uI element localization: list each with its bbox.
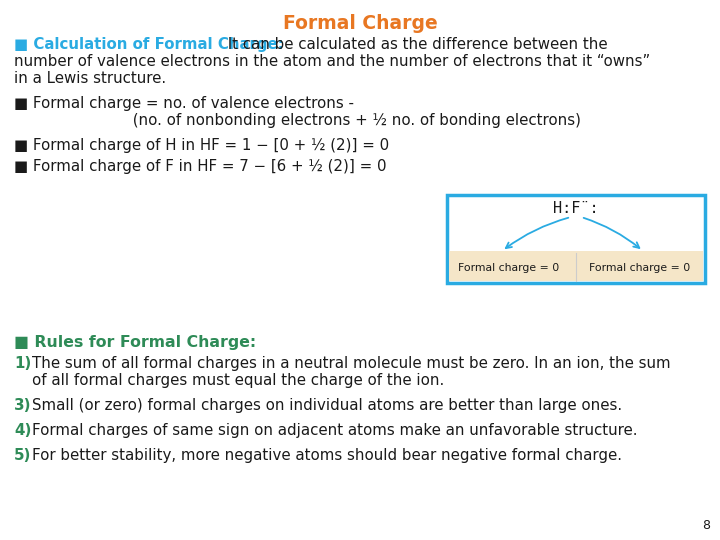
Text: H:F̈:: H:F̈:: [553, 201, 599, 216]
Text: 3): 3): [14, 398, 32, 413]
Text: Formal Charge: Formal Charge: [283, 14, 437, 33]
Text: The sum of all formal charges in a neutral molecule must be zero. In an ion, the: The sum of all formal charges in a neutr…: [32, 356, 670, 371]
Text: of all formal charges must equal the charge of the ion.: of all formal charges must equal the cha…: [32, 373, 444, 388]
Text: in a Lewis structure.: in a Lewis structure.: [14, 71, 166, 86]
Text: 4): 4): [14, 423, 32, 438]
Text: ■ Rules for Formal Charge:: ■ Rules for Formal Charge:: [14, 335, 256, 350]
Bar: [447, 195, 705, 283]
Text: Formal charge = 0: Formal charge = 0: [459, 263, 559, 273]
Text: Formal charge = 0: Formal charge = 0: [590, 263, 690, 273]
Text: Small (or zero) formal charges on individual atoms are better than large ones.: Small (or zero) formal charges on indivi…: [32, 398, 622, 413]
Text: ■ Formal charge of H in HF = 1 − [0 + ½ (2)] = 0: ■ Formal charge of H in HF = 1 − [0 + ½ …: [14, 138, 389, 153]
Text: 8: 8: [702, 519, 710, 532]
Text: For better stability, more negative atoms should bear negative formal charge.: For better stability, more negative atom…: [32, 448, 622, 463]
Text: Formal charges of same sign on adjacent atoms make an unfavorable structure.: Formal charges of same sign on adjacent …: [32, 423, 637, 438]
Text: 5): 5): [14, 448, 32, 463]
Text: ■ Formal charge = no. of valence electrons -: ■ Formal charge = no. of valence electro…: [14, 96, 354, 111]
Text: ■ Calculation of Formal Charge:: ■ Calculation of Formal Charge:: [14, 37, 284, 52]
Text: ■ Formal charge of F in HF = 7 − [6 + ½ (2)] = 0: ■ Formal charge of F in HF = 7 − [6 + ½ …: [14, 159, 387, 174]
Bar: [449, 251, 703, 281]
Text: It can be calculated as the difference between the: It can be calculated as the difference b…: [223, 37, 608, 52]
Text: 1): 1): [14, 356, 31, 371]
Text: number of valence electrons in the atom and the number of electrons that it “own: number of valence electrons in the atom …: [14, 54, 650, 69]
Text: (no. of nonbonding electrons + ½ no. of bonding electrons): (no. of nonbonding electrons + ½ no. of …: [14, 113, 581, 128]
